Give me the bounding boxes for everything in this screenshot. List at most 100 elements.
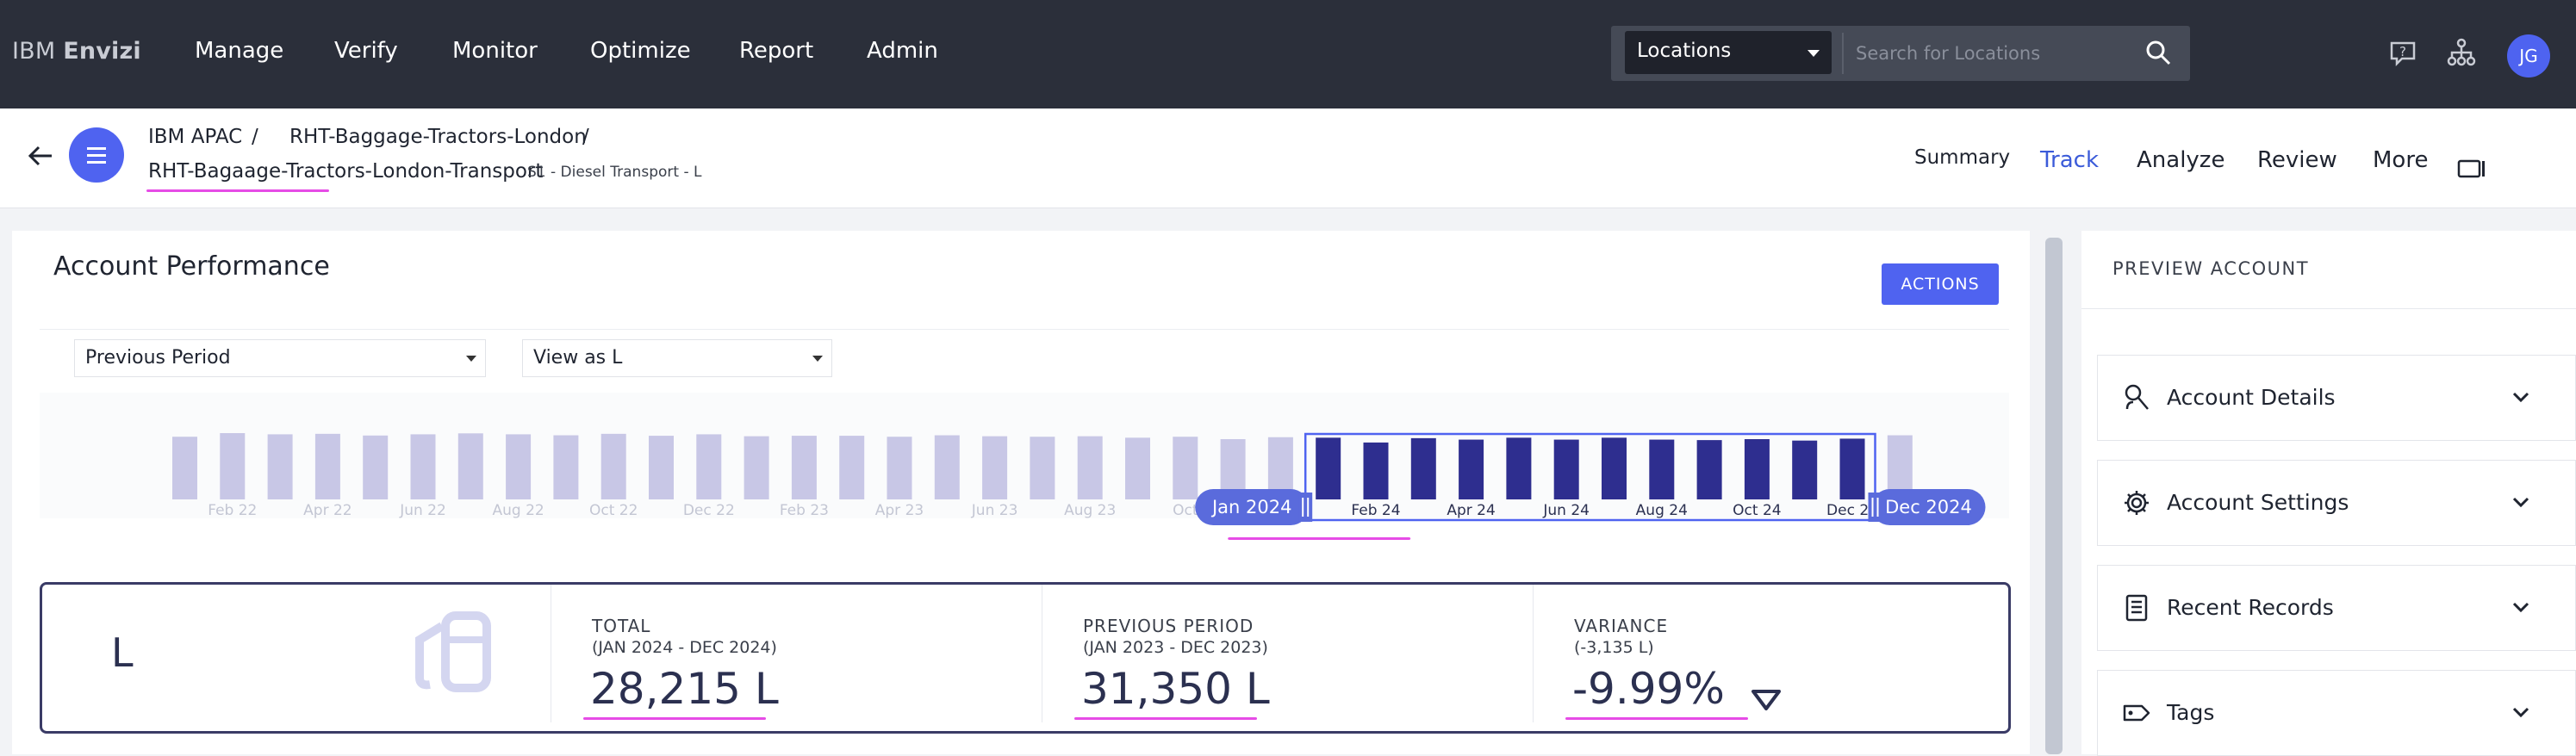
chart-bar-aug-22[interactable] xyxy=(506,434,532,499)
kpi-summary: L TOTAL (JAN 2024 - DEC 2024) 28,215 L P… xyxy=(40,582,2011,734)
location-search-group: Locations xyxy=(1611,26,2190,81)
highlight-underline xyxy=(1228,537,1411,540)
search-person-icon xyxy=(2125,384,2149,410)
view-units-select[interactable]: View as L xyxy=(522,339,832,377)
highlight-underline xyxy=(1565,717,1748,720)
accordion-recent-records[interactable]: Recent Records xyxy=(2097,565,2576,651)
breadcrumb-site[interactable]: RHT-Baggage-Tractors-London xyxy=(289,126,587,148)
location-search-input[interactable] xyxy=(1842,33,2135,74)
chart-bar-jan-23[interactable] xyxy=(744,436,769,499)
nav-optimize[interactable]: Optimize xyxy=(590,38,691,64)
chart-bar-jul-22[interactable] xyxy=(457,433,483,499)
chart-bar-may-22[interactable] xyxy=(363,435,389,499)
chart-bar-nov-24[interactable] xyxy=(1792,440,1818,499)
x-tick-label: Apr 24 xyxy=(1447,502,1495,519)
tab-review[interactable]: Review xyxy=(2257,147,2337,173)
chart-bar-jun-23[interactable] xyxy=(982,436,1008,499)
search-icon[interactable] xyxy=(2145,40,2171,65)
chart-bar-apr-24[interactable] xyxy=(1459,439,1484,499)
chart-bar-feb-23[interactable] xyxy=(791,436,817,499)
chart-bar-aug-24[interactable] xyxy=(1649,439,1675,499)
nav-monitor[interactable]: Monitor xyxy=(452,38,538,64)
panel-toggle-icon[interactable] xyxy=(2457,158,2486,179)
chart-bar-feb-24[interactable] xyxy=(1363,442,1389,499)
breadcrumb-ibm-apac[interactable]: IBM APAC xyxy=(148,126,243,148)
nav-report[interactable]: Report xyxy=(739,38,814,64)
x-tick-label: Dec 24 xyxy=(1826,502,1878,519)
compare-period-select[interactable]: Previous Period xyxy=(74,339,486,377)
tag-icon xyxy=(2123,704,2150,722)
accordion-tags[interactable]: Tags xyxy=(2097,670,2576,756)
accordion-account-details[interactable]: Account Details xyxy=(2097,355,2576,441)
brand-logo[interactable]: IBM Envizi xyxy=(12,38,141,65)
unit-label: L xyxy=(111,629,134,676)
chart-bar-jul-24[interactable] xyxy=(1602,437,1627,499)
chart-bar-sep-24[interactable] xyxy=(1696,440,1722,499)
chart-bar-jul-23[interactable] xyxy=(1030,437,1055,499)
chart-bar-sep-22[interactable] xyxy=(553,435,579,499)
drag-grip-icon[interactable] xyxy=(1298,493,1313,522)
user-avatar[interactable]: JG xyxy=(2507,34,2550,77)
help-icon[interactable]: ? xyxy=(2388,38,2417,67)
chart-bar-jan-22[interactable] xyxy=(172,437,197,499)
range-end-handle-label: Dec 2024 xyxy=(1885,497,1972,517)
chart-bar-oct-23[interactable] xyxy=(1173,437,1198,499)
chart-bar-sep-23[interactable] xyxy=(1125,437,1150,499)
tab-summary[interactable]: Summary xyxy=(1914,146,2011,169)
previous-period-value: 31,350 L xyxy=(1081,664,1270,714)
nav-admin[interactable]: Admin xyxy=(867,38,938,64)
range-selection-window[interactable] xyxy=(1304,432,1876,522)
account-type: S1 - Diesel Transport - L xyxy=(527,164,702,181)
chart-bar-mar-22[interactable] xyxy=(267,434,293,499)
chart-bar-oct-24[interactable] xyxy=(1744,439,1770,499)
records-icon xyxy=(2125,594,2148,622)
highlight-underline xyxy=(1074,717,1257,720)
chart-bar-nov-22[interactable] xyxy=(649,436,674,499)
x-tick-label: Jun 23 xyxy=(971,502,1018,519)
chevron-down-icon xyxy=(2512,707,2529,718)
accordion-label: Account Settings xyxy=(2167,490,2349,515)
account-performance-card: Account Performance ACTIONS Previous Per… xyxy=(12,231,2030,754)
tab-more[interactable]: More xyxy=(2373,147,2429,173)
chevron-down-icon xyxy=(2512,392,2529,403)
monthly-usage-bar-chart[interactable]: Feb 22 Apr 22 Jun 22 Aug 22 Oct 22 Dec 22 Feb … xyxy=(12,231,2030,575)
range-end-handle[interactable]: Dec 2024 xyxy=(1871,489,1986,525)
nav-verify[interactable]: Verify xyxy=(334,38,398,64)
x-tick-label: Apr 23 xyxy=(875,502,924,519)
chart-bar-mar-23[interactable] xyxy=(839,436,865,499)
chart-bar-may-23[interactable] xyxy=(934,435,960,499)
tab-track[interactable]: Track xyxy=(2040,147,2100,173)
drag-grip-icon[interactable] xyxy=(1868,493,1882,522)
chart-bar-oct-22[interactable] xyxy=(600,433,626,499)
chart-bar-mar-24[interactable] xyxy=(1410,437,1436,499)
chart-bar-feb-22[interactable] xyxy=(220,433,246,499)
top-bar: IBM Envizi Manage Verify Monitor Optimiz… xyxy=(0,0,2576,108)
nav-manage[interactable]: Manage xyxy=(195,38,284,64)
caret-down-icon xyxy=(812,356,823,362)
accordion-label: Recent Records xyxy=(2167,595,2334,620)
chart-bar-jan-24[interactable] xyxy=(1316,437,1341,499)
gear-icon xyxy=(2125,491,2149,515)
location-type-select[interactable]: Locations xyxy=(1625,31,1832,74)
menu-button[interactable] xyxy=(69,127,124,183)
accordion-account-settings[interactable]: Account Settings xyxy=(2097,460,2576,546)
divider xyxy=(2081,308,2576,309)
range-start-handle[interactable]: Jan 2024 xyxy=(1195,489,1310,525)
actions-button[interactable]: ACTIONS xyxy=(1882,263,1999,305)
chart-bar-jan-25[interactable] xyxy=(1887,435,1913,499)
chart-bar-apr-22[interactable] xyxy=(314,433,340,499)
chart-bar-dec-22[interactable] xyxy=(696,434,722,499)
chart-bar-dec-23[interactable] xyxy=(1267,437,1293,499)
back-arrow-icon[interactable] xyxy=(28,143,53,169)
chart-bar-may-24[interactable] xyxy=(1506,437,1532,499)
chart-bar-aug-23[interactable] xyxy=(1077,436,1103,499)
fuel-pump-icon xyxy=(415,611,491,692)
chart-bar-jun-22[interactable] xyxy=(410,434,436,499)
vertical-scrollbar-thumb[interactable] xyxy=(2045,238,2063,754)
hierarchy-icon[interactable] xyxy=(2447,38,2476,67)
tab-analyze[interactable]: Analyze xyxy=(2137,147,2225,173)
chart-bar-jun-24[interactable] xyxy=(1553,439,1579,499)
x-tick-label: Dec 22 xyxy=(683,502,735,519)
chart-bar-apr-23[interactable] xyxy=(887,437,912,499)
chart-bar-dec-24[interactable] xyxy=(1839,438,1865,499)
